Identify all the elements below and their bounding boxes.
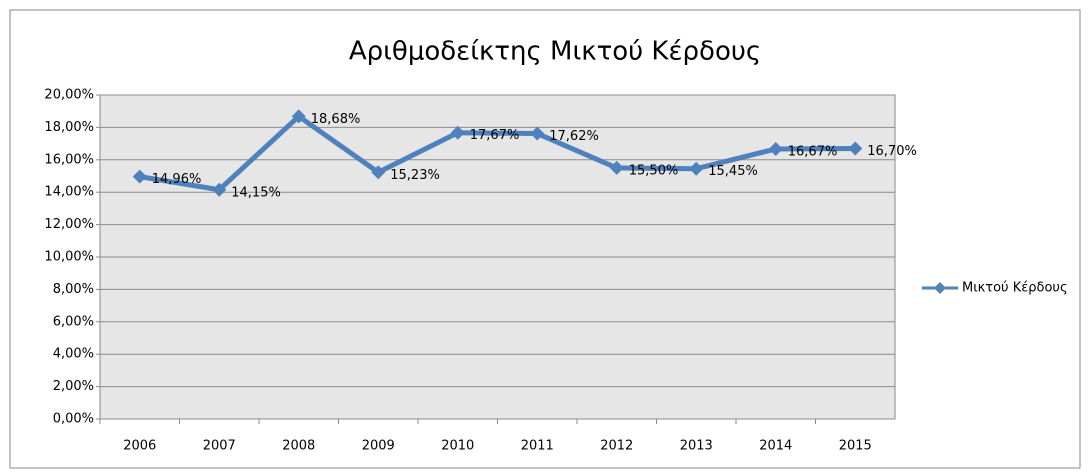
marker [530, 126, 545, 141]
y-tick-label: 14,00% [44, 185, 94, 200]
marker [689, 161, 704, 176]
marker [768, 141, 783, 156]
x-tick-label: 2015 [839, 439, 872, 454]
marker [132, 169, 147, 184]
series-line [139, 113, 856, 193]
y-tick-label: 2,00% [53, 379, 94, 394]
marker [291, 109, 306, 124]
marker [609, 160, 624, 175]
x-tick-label: 2012 [600, 439, 633, 454]
data-label: 15,23% [390, 168, 440, 183]
marker [212, 182, 227, 197]
x-tick-label: 2011 [521, 439, 554, 454]
data-label: 15,50% [629, 163, 679, 178]
legend-marker [934, 282, 946, 294]
x-tick-label: 2013 [680, 439, 713, 454]
x-tick-label: 2010 [441, 439, 474, 454]
x-tick-label: 2006 [123, 439, 156, 454]
y-tick-label: 6,00% [53, 314, 94, 329]
y-tick-label: 0,00% [53, 412, 94, 427]
y-tick-label: 8,00% [53, 282, 94, 297]
y-tick-label: 16,00% [44, 152, 94, 167]
x-tick-label: 2007 [203, 439, 236, 454]
y-tick-label: 12,00% [44, 217, 94, 232]
data-label: 15,45% [708, 164, 758, 179]
y-tick-label: 20,00% [44, 88, 94, 103]
y-tick-label: 4,00% [53, 347, 94, 362]
marker [848, 141, 863, 156]
data-label: 17,62% [549, 129, 599, 144]
x-tick-label: 2014 [759, 439, 792, 454]
data-label: 14,15% [231, 185, 281, 200]
y-tick-label: 18,00% [44, 120, 94, 135]
y-tick-label: 10,00% [44, 250, 94, 265]
legend-label: Μικτού Κέρδους [962, 281, 1068, 296]
data-label: 16,67% [788, 144, 838, 159]
chart-title: Αριθμοδείκτης Μικτού Κέρδους [349, 37, 761, 67]
data-label: 16,70% [867, 144, 917, 159]
data-label: 18,68% [311, 112, 361, 127]
x-tick-label: 2009 [362, 439, 395, 454]
x-tick-label: 2008 [282, 439, 315, 454]
data-label: 14,96% [152, 172, 202, 187]
data-label: 17,67% [470, 128, 520, 143]
marker [371, 165, 386, 180]
marker [450, 125, 465, 140]
